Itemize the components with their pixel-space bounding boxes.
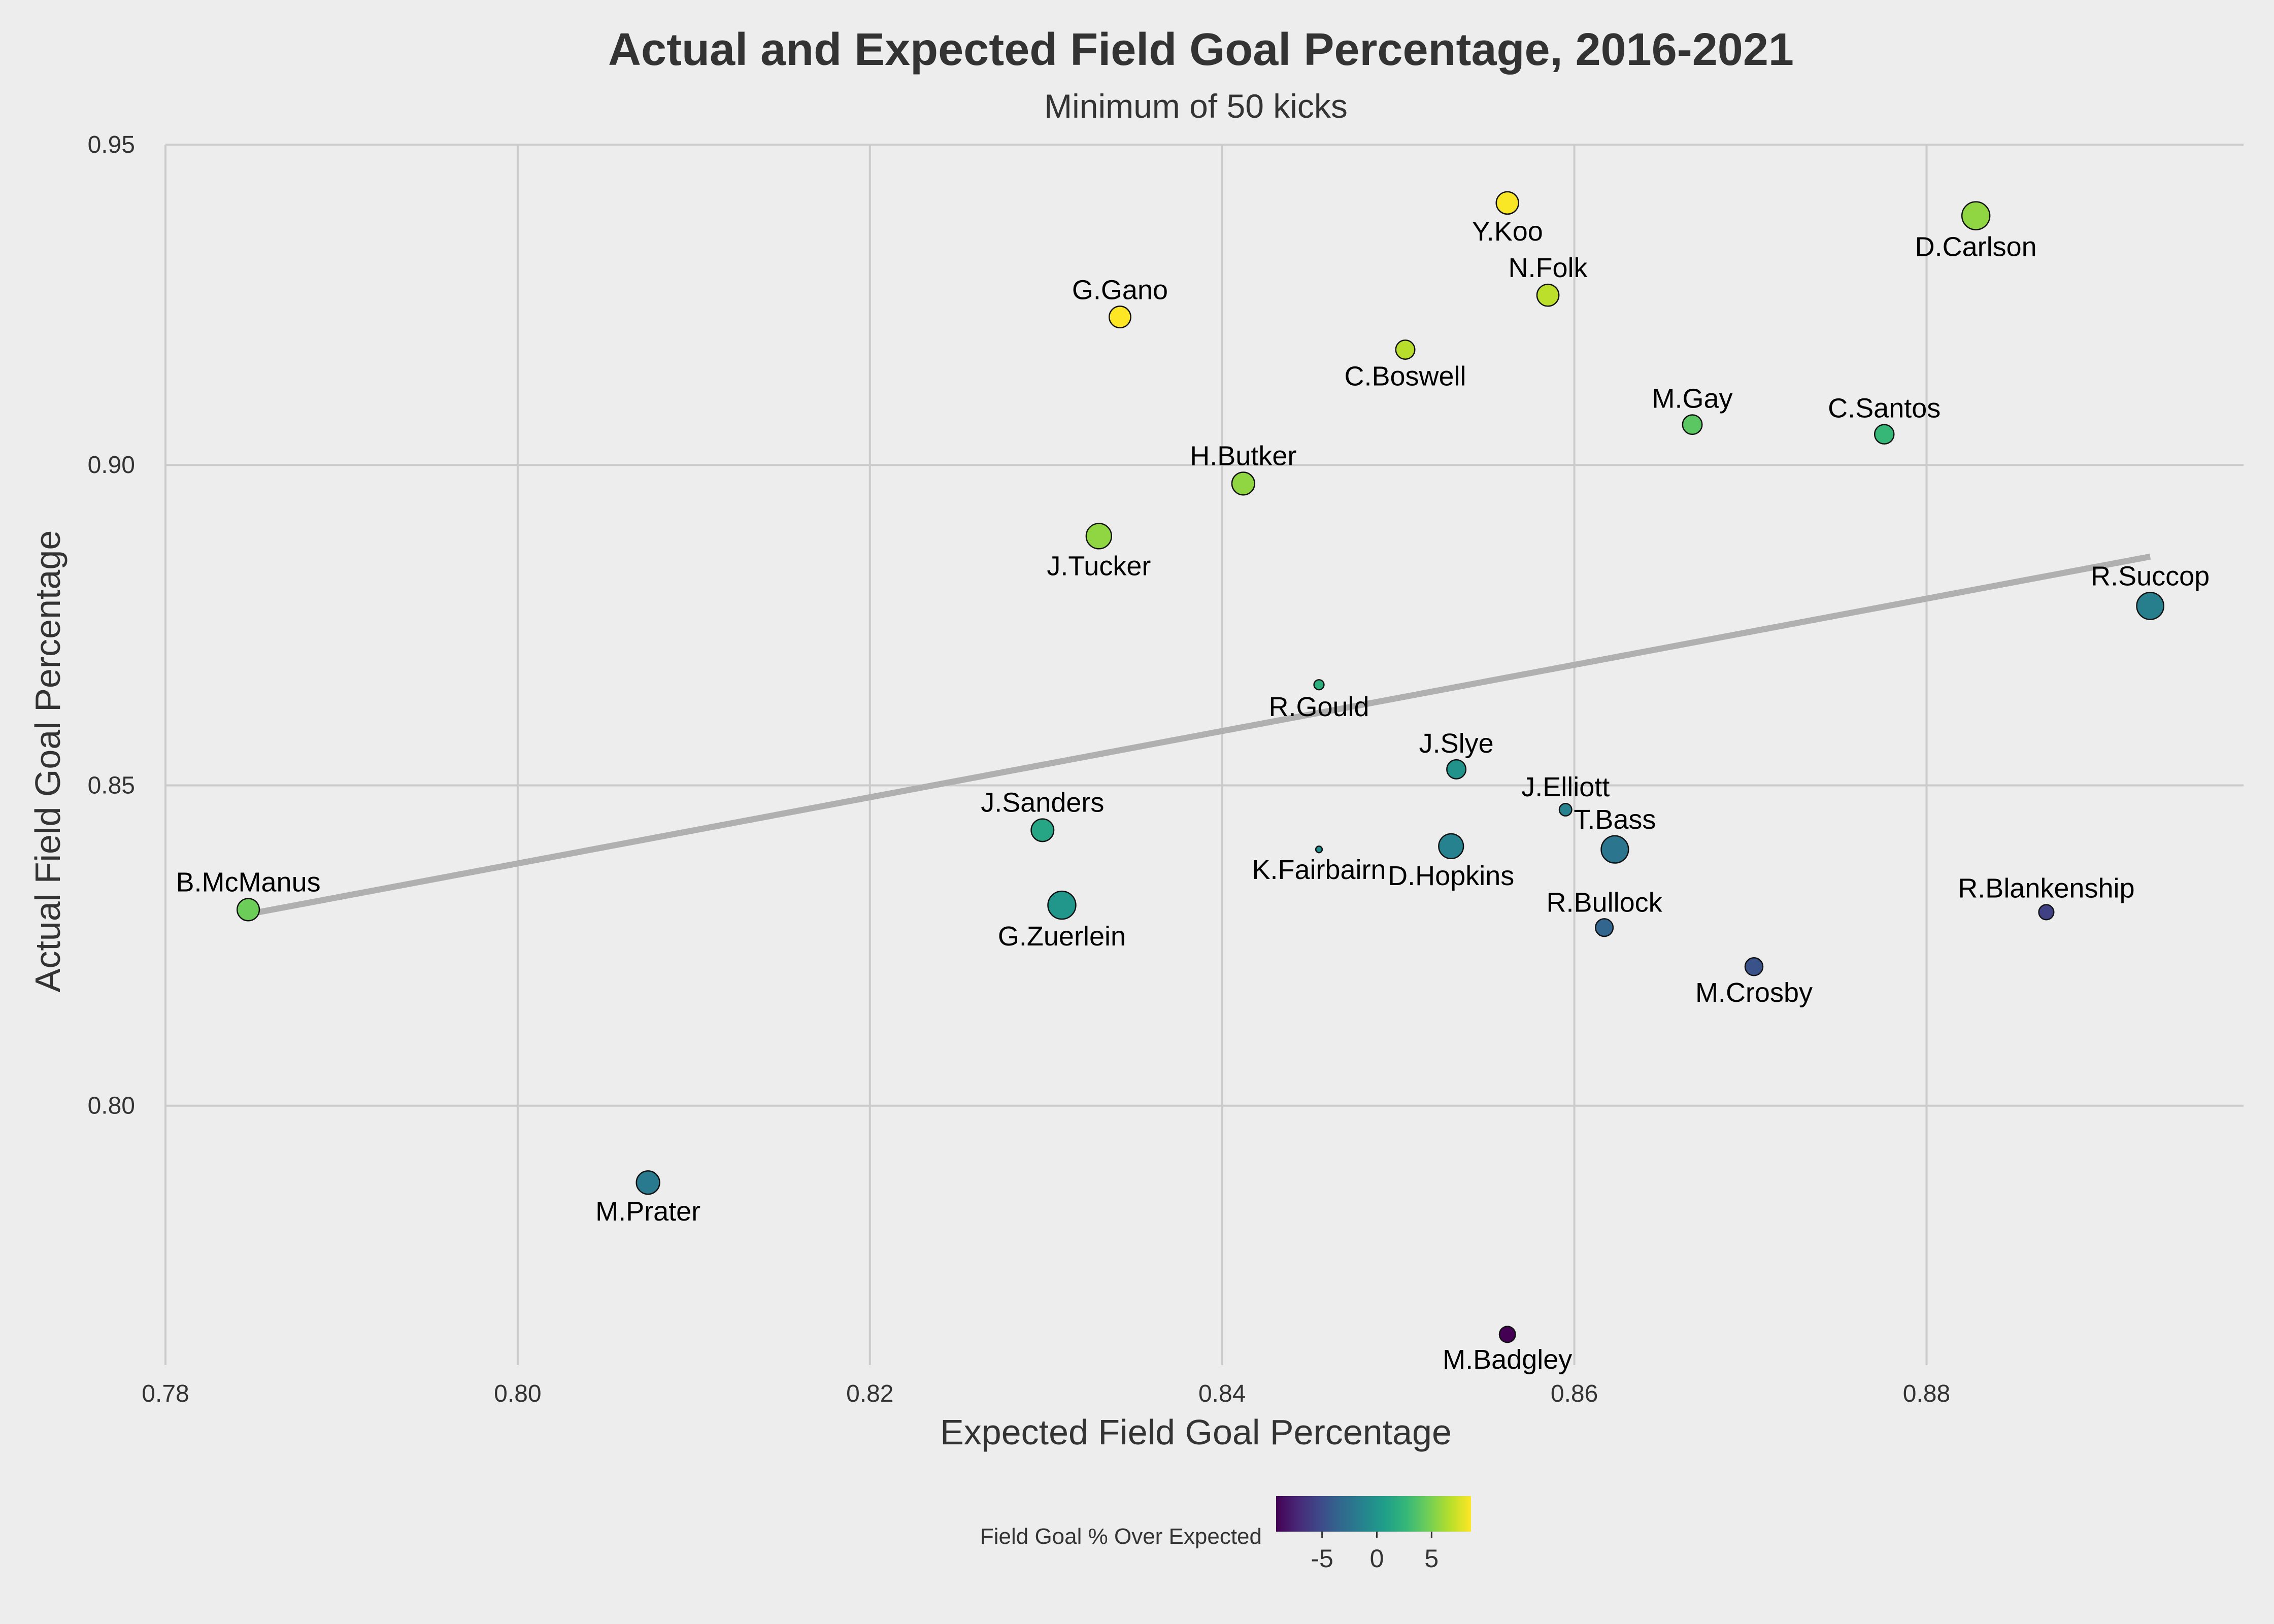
point-label: G.Zuerlein bbox=[998, 921, 1126, 952]
x-tick-label: 0.78 bbox=[142, 1380, 189, 1407]
y-tick-label: 0.80 bbox=[88, 1093, 135, 1120]
point-label: Y.Koo bbox=[1472, 216, 1543, 247]
data-point[interactable] bbox=[1498, 1326, 1516, 1343]
data-point[interactable] bbox=[1595, 918, 1614, 937]
colorbar-tick-label: 0 bbox=[1370, 1544, 1384, 1573]
data-point[interactable] bbox=[2038, 904, 2055, 921]
x-tick-label: 0.88 bbox=[1903, 1380, 1950, 1407]
point-label: J.Elliott bbox=[1521, 772, 1610, 802]
data-point[interactable] bbox=[1446, 759, 1467, 780]
data-points bbox=[236, 191, 2164, 1343]
point-label: R.Bullock bbox=[1547, 887, 1663, 918]
data-point[interactable] bbox=[636, 1170, 660, 1195]
x-tick-label: 0.84 bbox=[1198, 1380, 1246, 1407]
point-label: C.Santos bbox=[1828, 393, 1941, 424]
point-label: T.Bass bbox=[1574, 804, 1656, 835]
tick-labels: 0.78 0.80 0.82 0.84 0.86 0.88 0.80 0.85 0.90 0.95 bbox=[88, 131, 1951, 1407]
point-label: R.Succop bbox=[2091, 561, 2210, 591]
chart-subtitle: Minimum of 50 kicks bbox=[1044, 87, 1348, 125]
data-point[interactable] bbox=[1231, 471, 1255, 496]
x-tick-label: 0.82 bbox=[846, 1380, 893, 1407]
colorbar-ticks: -5 0 5 bbox=[1311, 1532, 1439, 1573]
chart-title: Actual and Expected Field Goal Percentag… bbox=[608, 24, 1794, 75]
point-label: B.McManus bbox=[176, 867, 321, 898]
data-point[interactable] bbox=[1682, 414, 1703, 435]
data-point[interactable] bbox=[1395, 339, 1416, 360]
data-point[interactable] bbox=[1313, 679, 1325, 691]
y-tick-label: 0.95 bbox=[88, 131, 135, 158]
x-tick-label: 0.80 bbox=[494, 1380, 541, 1407]
data-point[interactable] bbox=[236, 898, 260, 922]
point-label: H.Butker bbox=[1190, 441, 1296, 471]
point-label: R.Blankenship bbox=[1958, 873, 2134, 904]
point-label: G.Gano bbox=[1072, 275, 1168, 305]
colorbar-tick-label: 5 bbox=[1424, 1544, 1439, 1573]
colorbar-tick-label: -5 bbox=[1311, 1544, 1333, 1573]
trend-line-group bbox=[247, 553, 2151, 918]
grid bbox=[164, 144, 2244, 1365]
data-point[interactable] bbox=[1047, 890, 1077, 920]
point-label: D.Carlson bbox=[1915, 232, 2037, 262]
trend-line bbox=[247, 553, 2151, 918]
x-tick-label: 0.86 bbox=[1551, 1380, 1598, 1407]
data-point[interactable] bbox=[1030, 818, 1055, 842]
data-point[interactable] bbox=[1874, 424, 1895, 445]
data-point[interactable] bbox=[1085, 523, 1113, 550]
y-axis-label: Actual Field Goal Percentage bbox=[28, 530, 68, 993]
colorbar-label: Field Goal % Over Expected bbox=[980, 1524, 1262, 1549]
point-labels: Y.Koo D.Carlson N.Folk G.Gano C.Boswell M.Gay… bbox=[176, 216, 2210, 1375]
data-point[interactable] bbox=[1961, 201, 1991, 230]
data-point[interactable] bbox=[1315, 845, 1323, 854]
data-point[interactable] bbox=[1438, 833, 1464, 860]
point-label: N.Folk bbox=[1509, 253, 1588, 283]
data-point[interactable] bbox=[1744, 957, 1764, 976]
point-label: C.Boswell bbox=[1344, 361, 1466, 392]
y-tick-label: 0.85 bbox=[88, 772, 135, 799]
point-label: J.Tucker bbox=[1047, 551, 1151, 581]
point-label: R.Gould bbox=[1268, 692, 1369, 722]
data-point[interactable] bbox=[1495, 191, 1519, 215]
point-label: K.Fairbairn bbox=[1252, 855, 1386, 885]
point-label: M.Crosby bbox=[1695, 977, 1813, 1008]
x-axis-label: Expected Field Goal Percentage bbox=[940, 1412, 1452, 1452]
data-point[interactable] bbox=[1109, 306, 1131, 329]
point-label: J.Sanders bbox=[981, 788, 1104, 818]
colorbar: Field Goal % Over Expected -5 0 5 bbox=[980, 1496, 1471, 1573]
colorbar-gradient bbox=[1276, 1496, 1471, 1532]
point-label: M.Prater bbox=[595, 1196, 700, 1227]
point-label: M.Gay bbox=[1652, 383, 1733, 414]
data-point[interactable] bbox=[2136, 592, 2164, 620]
data-point[interactable] bbox=[1536, 283, 1560, 307]
point-label: D.Hopkins bbox=[1388, 861, 1514, 891]
point-label: J.Slye bbox=[1419, 728, 1494, 759]
y-tick-label: 0.90 bbox=[88, 452, 135, 479]
data-point[interactable] bbox=[1558, 802, 1573, 817]
data-point[interactable] bbox=[1600, 835, 1629, 864]
point-label: M.Badgley bbox=[1443, 1344, 1572, 1375]
